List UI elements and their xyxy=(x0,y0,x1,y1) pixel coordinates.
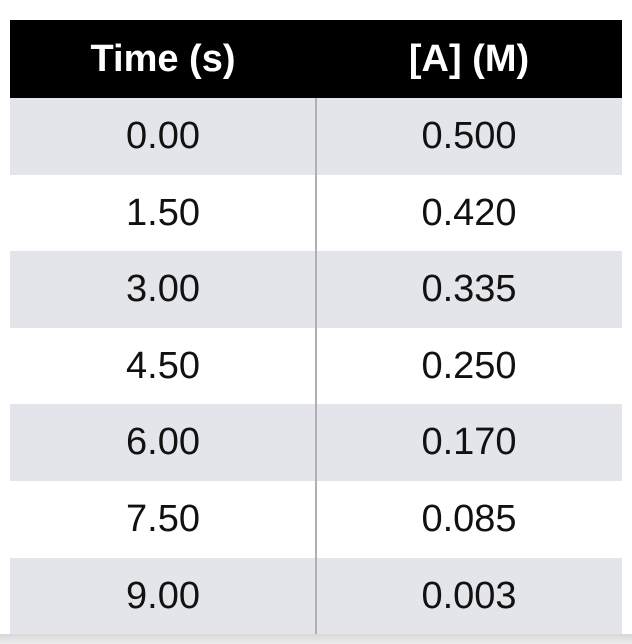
time-cell: 7.50 xyxy=(126,497,200,540)
table-body: 0.00 0.500 1.50 0.420 3.00 0.335 4.50 0.… xyxy=(10,98,622,635)
concentration-cell: 0.420 xyxy=(421,191,517,234)
time-cell: 9.00 xyxy=(126,574,200,617)
time-cell: 6.00 xyxy=(126,421,200,464)
data-table: Time (s) [A] (M) 0.00 0.500 1.50 0.420 3… xyxy=(10,20,622,635)
concentration-cell: 0.085 xyxy=(421,497,517,540)
header-concentration: [A] (M) xyxy=(408,38,530,80)
time-cell: 1.50 xyxy=(126,191,200,234)
bottom-edge-shadow xyxy=(0,634,632,644)
concentration-cell: 0.170 xyxy=(421,421,517,464)
time-cell: 4.50 xyxy=(126,344,200,387)
table-row: 1.50 0.420 xyxy=(10,175,622,252)
concentration-cell: 0.500 xyxy=(421,115,517,157)
concentration-cell: 0.335 xyxy=(421,268,517,311)
table-header: Time (s) [A] (M) xyxy=(10,20,622,98)
time-cell: 0.00 xyxy=(126,115,200,157)
header-time: Time (s) xyxy=(90,38,236,80)
table-row: 7.50 0.085 xyxy=(10,481,622,558)
concentration-cell: 0.003 xyxy=(421,574,517,617)
concentration-cell: 0.250 xyxy=(421,344,517,387)
table-row: 4.50 0.250 xyxy=(10,328,622,405)
time-cell: 3.00 xyxy=(126,268,200,311)
column-divider xyxy=(315,98,317,634)
